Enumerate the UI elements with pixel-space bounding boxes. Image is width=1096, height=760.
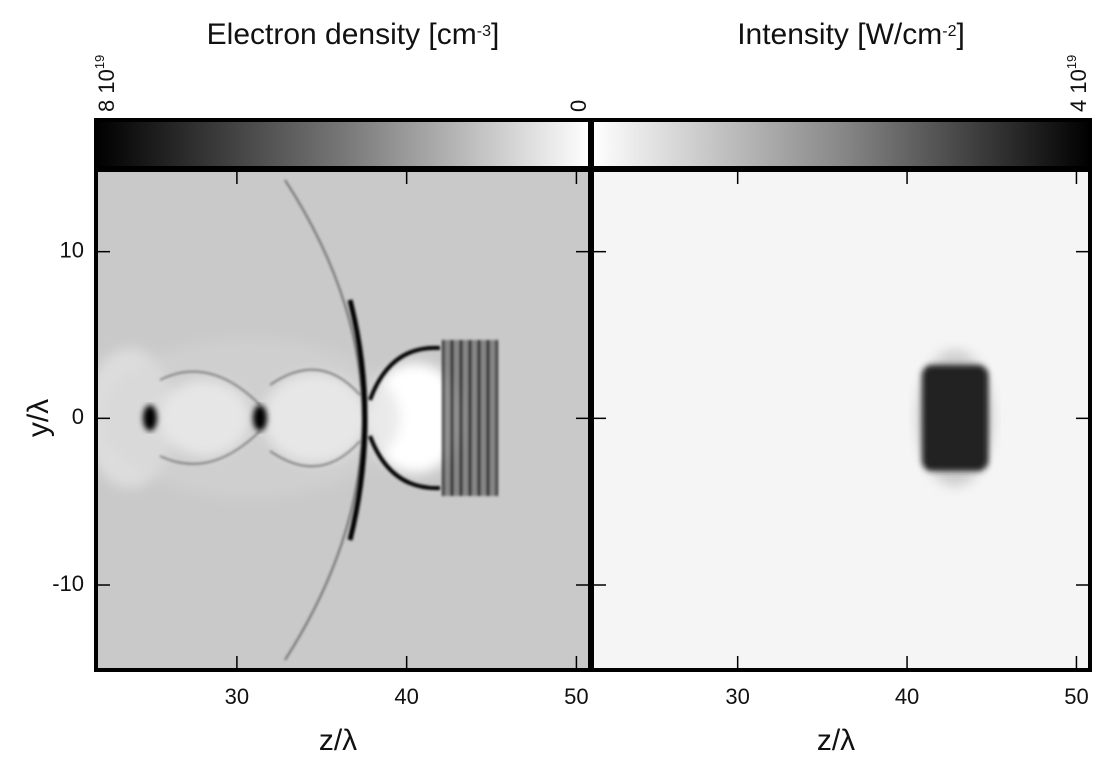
title-text: Intensity [W/cm (737, 18, 942, 51)
plot-frame (590, 168, 1092, 672)
colorbar-tick-mantissa: 8 10 (94, 69, 119, 112)
density-image (96, 170, 590, 670)
colorbar (590, 118, 1092, 170)
x-axis-label: z/λ (817, 724, 855, 757)
x-tick-label: 50 (564, 684, 588, 709)
colorbar-tick-text: 0 (566, 100, 591, 112)
colorbar-tick-label: 8 1019 (92, 55, 119, 112)
title-superscript: -2 (942, 23, 956, 40)
y-axis-label: y/λ (22, 399, 55, 437)
y-tick-label: -10 (52, 571, 84, 596)
title-superscript: -3 (477, 23, 491, 40)
colorbar-tick-exponent: 19 (92, 55, 107, 69)
x-axis-label: z/λ (319, 724, 357, 757)
title-text: ] (491, 18, 499, 51)
panel-title: Intensity [W/cm-2] (737, 18, 965, 51)
panel-title: Electron density [cm-3] (207, 18, 500, 51)
colorbar-tick-mantissa: 4 10 (1066, 69, 1091, 112)
colorbar (94, 118, 592, 170)
intensity-image (592, 170, 1090, 670)
x-tick-label: 30 (725, 684, 749, 709)
y-tick-label: 0 (72, 404, 84, 429)
colorbar-tick-exponent: 19 (1064, 55, 1079, 69)
colorbar-tick-label: 0 (566, 100, 591, 112)
x-tick-label: 30 (225, 684, 249, 709)
x-tick-label: 40 (895, 684, 919, 709)
title-text: ] (956, 18, 964, 51)
x-tick-label: 50 (1064, 684, 1088, 709)
title-text: Electron density [cm (207, 18, 477, 51)
y-tick-label: 10 (60, 237, 84, 262)
colorbar-tick-label: 4 1019 (1064, 55, 1091, 112)
x-tick-label: 40 (394, 684, 418, 709)
